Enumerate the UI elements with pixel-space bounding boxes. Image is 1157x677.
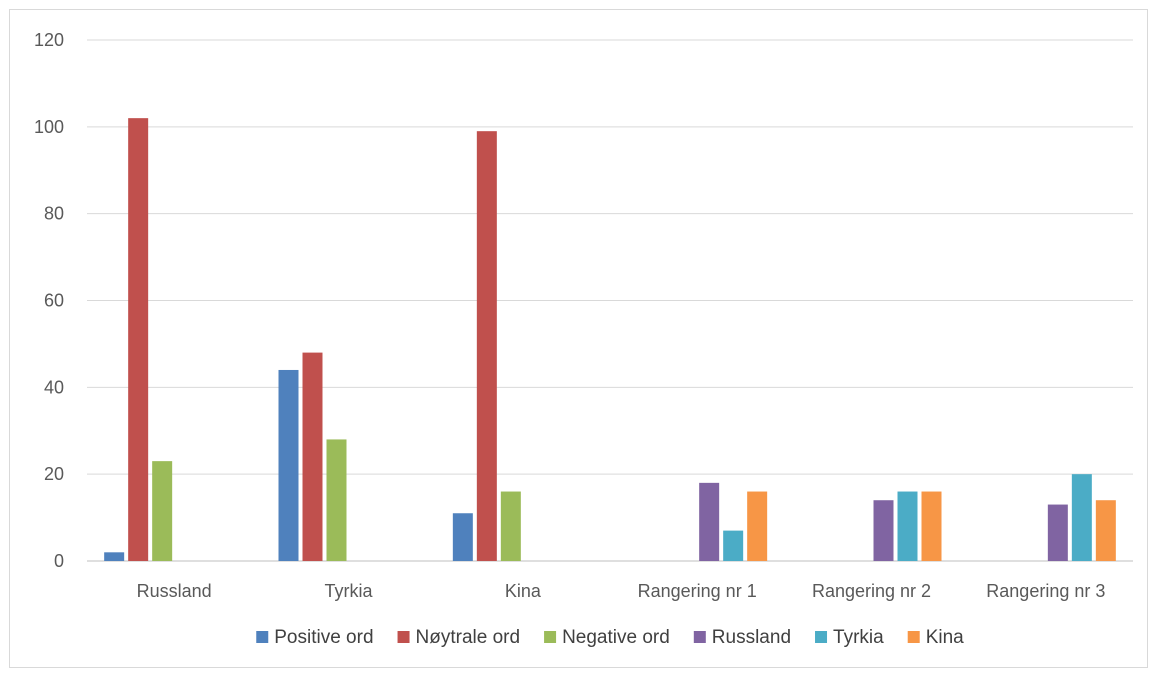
y-tick-label: 20 <box>44 464 64 484</box>
bar <box>500 491 521 561</box>
y-tick-label: 120 <box>34 30 64 50</box>
legend-swatch <box>907 631 920 643</box>
chart-frame <box>9 9 1148 668</box>
legend-label: Negative ord <box>562 627 670 648</box>
legend-swatch <box>397 631 410 643</box>
x-tick-label: Rangering nr 1 <box>638 581 757 601</box>
grid-lines <box>87 39 1133 562</box>
bar <box>452 513 473 561</box>
legend-item: Russland <box>693 627 791 648</box>
bar <box>326 439 347 561</box>
legend-label: Kina <box>926 627 964 648</box>
x-tick-label: Tyrkia <box>324 581 373 601</box>
y-tick-label: 100 <box>34 117 64 137</box>
bar <box>104 552 125 561</box>
x-tick-label: Russland <box>137 581 212 601</box>
bars <box>104 118 1116 562</box>
bar <box>476 131 497 562</box>
legend-swatch <box>815 631 828 643</box>
bar <box>921 491 942 561</box>
legend-label: Tyrkia <box>833 627 884 648</box>
bar <box>302 352 323 561</box>
bar <box>278 369 299 561</box>
y-tick-label: 0 <box>54 551 64 571</box>
x-tick-label: Rangering nr 3 <box>986 581 1105 601</box>
bar <box>128 118 149 562</box>
legend-item: Tyrkia <box>815 627 884 648</box>
legend: Positive ord Nøytrale ord Negative ord Russ… <box>256 627 964 648</box>
bar <box>699 482 720 561</box>
legend-label: Nøytrale ord <box>416 627 521 648</box>
legend-item: Negative ord <box>544 627 670 648</box>
x-tick-label: Rangering nr 2 <box>812 581 931 601</box>
bar <box>747 491 768 561</box>
legend-swatch <box>256 631 269 643</box>
y-tick-label: 60 <box>44 291 64 311</box>
bar <box>723 530 744 561</box>
y-axis: 0 20 40 60 80 100 120 <box>34 30 64 571</box>
bar <box>1095 500 1116 561</box>
bar <box>873 500 894 561</box>
bar <box>1071 474 1092 561</box>
legend-swatch <box>544 631 557 643</box>
x-axis: Russland Tyrkia Kina Rangering nr 1 Rangerin… <box>137 581 1106 601</box>
bar <box>152 461 173 561</box>
legend-item: Nøytrale ord <box>397 627 521 648</box>
legend-label: Russland <box>712 627 791 648</box>
legend-item: Kina <box>907 627 964 648</box>
legend-item: Positive ord <box>256 627 374 648</box>
y-tick-label: 80 <box>44 204 64 224</box>
y-tick-label: 40 <box>44 377 64 397</box>
legend-swatch <box>693 631 706 643</box>
bar <box>1047 504 1068 561</box>
bar <box>897 491 918 561</box>
legend-label: Positive ord <box>274 627 373 648</box>
x-tick-label: Kina <box>505 581 542 601</box>
